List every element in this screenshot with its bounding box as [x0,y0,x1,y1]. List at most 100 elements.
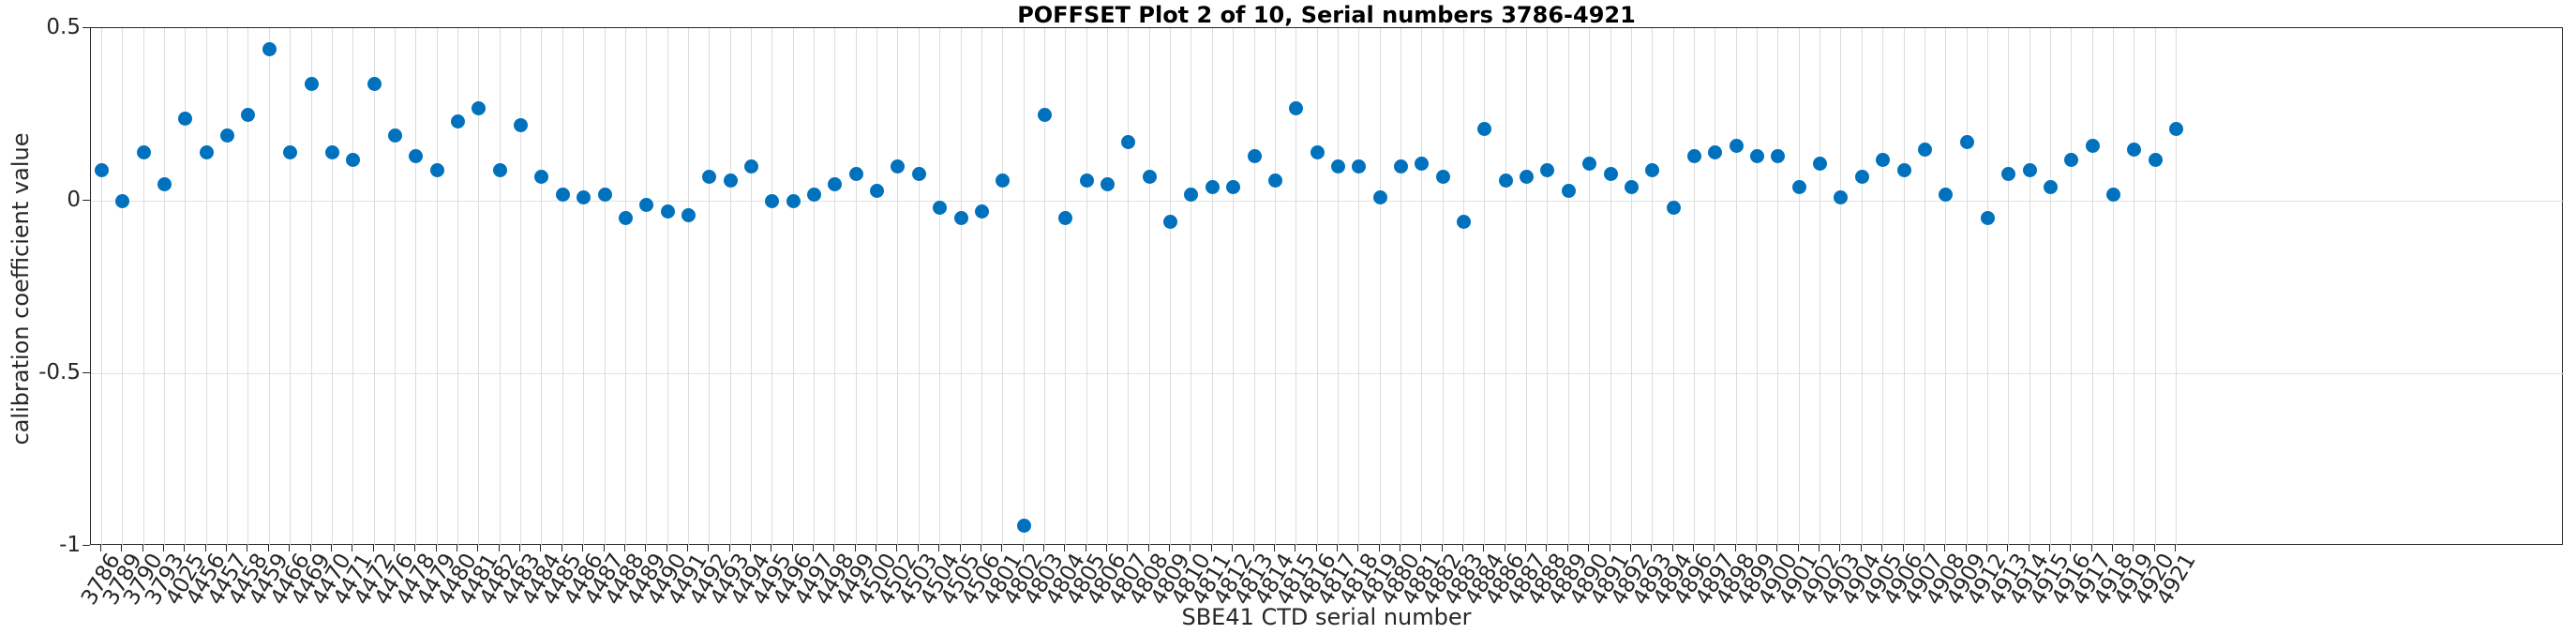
data-point[interactable] [1540,162,1555,177]
data-point[interactable] [1415,156,1430,171]
data-point[interactable] [262,42,277,57]
data-point[interactable] [283,145,298,160]
data-point[interactable] [1310,145,1325,160]
data-point[interactable] [2127,142,2142,157]
data-point[interactable] [1289,100,1304,115]
data-point[interactable] [367,76,382,91]
data-point[interactable] [639,197,654,212]
data-point[interactable] [1498,173,1513,188]
data-point[interactable] [1330,159,1345,174]
data-point[interactable] [618,211,633,226]
data-point[interactable] [1205,180,1220,195]
data-point[interactable] [1561,183,1576,198]
data-point[interactable] [1771,149,1786,164]
data-point[interactable] [1037,108,1052,122]
data-point[interactable] [387,128,402,143]
data-point[interactable] [848,166,863,181]
data-point[interactable] [702,170,717,185]
data-point[interactable] [555,187,570,202]
data-point[interactable] [324,145,339,160]
data-point[interactable] [241,108,256,122]
data-point[interactable] [1394,159,1408,174]
data-point[interactable] [1372,190,1387,205]
data-point[interactable] [1959,135,1974,150]
data-point[interactable] [1750,149,1765,164]
data-point[interactable] [304,76,319,91]
data-point[interactable] [95,162,109,177]
data-point[interactable] [1457,215,1472,230]
data-point[interactable] [744,159,758,174]
data-point[interactable] [1854,170,1869,185]
data-point[interactable] [1226,180,1241,195]
data-point[interactable] [1791,180,1806,195]
data-point[interactable] [933,201,948,216]
data-point[interactable] [911,166,926,181]
data-point[interactable] [2001,166,2016,181]
data-point[interactable] [1917,142,1932,157]
data-point[interactable] [2085,139,2100,154]
data-point[interactable] [451,114,466,129]
data-point[interactable] [1184,187,1199,202]
data-point[interactable] [178,111,193,126]
data-point[interactable] [1016,518,1031,533]
data-point[interactable] [157,176,172,191]
data-point[interactable] [2169,121,2184,136]
data-point[interactable] [115,194,130,208]
data-point[interactable] [1896,162,1911,177]
data-point[interactable] [220,128,235,143]
data-point[interactable] [2106,187,2121,202]
data-point[interactable] [1813,156,1828,171]
data-point[interactable] [2148,152,2163,167]
data-point[interactable] [1876,152,1891,167]
data-point[interactable] [346,152,361,167]
data-point[interactable] [1267,173,1282,188]
data-point[interactable] [199,145,214,160]
data-point[interactable] [1163,215,1178,230]
data-point[interactable] [953,211,968,226]
data-point[interactable] [136,145,151,160]
data-point[interactable] [577,190,592,205]
data-point[interactable] [1980,211,1995,226]
data-point[interactable] [1520,170,1535,185]
data-point[interactable] [1624,180,1639,195]
data-point[interactable] [1645,162,1660,177]
data-point[interactable] [870,183,885,198]
data-point[interactable] [534,170,549,185]
data-point[interactable] [786,194,801,208]
data-point[interactable] [891,159,906,174]
data-point[interactable] [492,162,507,177]
data-point[interactable] [1708,145,1723,160]
data-point[interactable] [974,204,989,219]
data-point[interactable] [1058,211,1073,226]
data-point[interactable] [660,204,675,219]
data-point[interactable] [409,149,424,164]
data-point[interactable] [514,118,529,133]
data-point[interactable] [1435,170,1450,185]
data-point[interactable] [807,187,822,202]
data-point[interactable] [765,194,780,208]
data-point[interactable] [681,207,696,222]
data-point[interactable] [1101,176,1116,191]
data-point[interactable] [2064,152,2079,167]
data-point[interactable] [1729,139,1744,154]
data-point[interactable] [1247,149,1262,164]
data-point[interactable] [472,100,487,115]
data-point[interactable] [828,176,843,191]
data-point[interactable] [1079,173,1094,188]
data-point[interactable] [429,162,444,177]
data-point[interactable] [723,173,738,188]
data-point[interactable] [597,187,612,202]
data-point[interactable] [1352,159,1367,174]
data-point[interactable] [1666,201,1681,216]
data-point[interactable] [1142,170,1157,185]
data-point[interactable] [1121,135,1136,150]
data-point[interactable] [1582,156,1597,171]
data-point[interactable] [1603,166,1618,181]
data-point[interactable] [1477,121,1492,136]
data-point[interactable] [1686,149,1701,164]
data-point[interactable] [2022,162,2037,177]
data-point[interactable] [1939,187,1954,202]
data-point[interactable] [2044,180,2058,195]
data-point[interactable] [1834,190,1849,205]
data-point[interactable] [996,173,1011,188]
